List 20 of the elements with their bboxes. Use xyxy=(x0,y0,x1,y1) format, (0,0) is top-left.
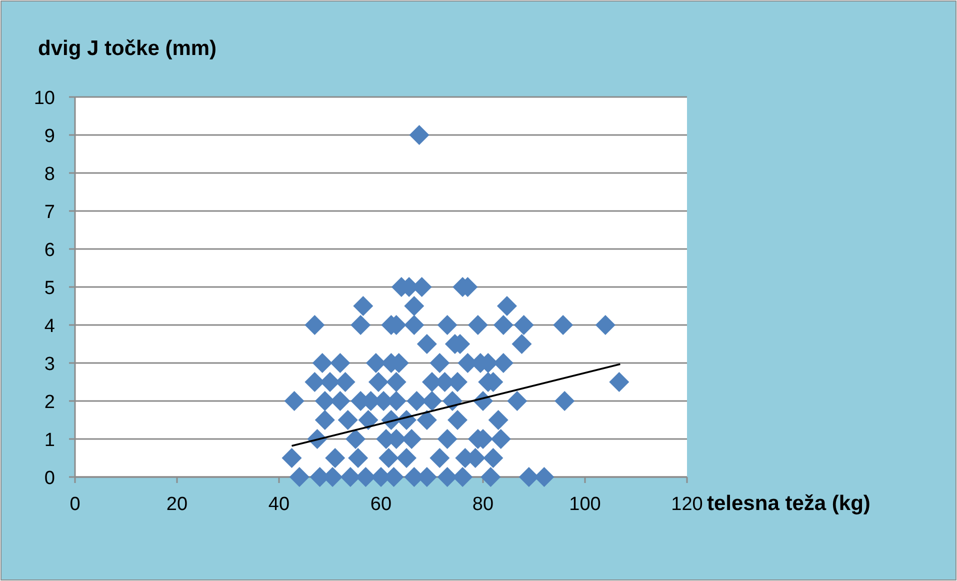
y-tick-label: 4 xyxy=(44,316,56,337)
y-tick-label: 6 xyxy=(44,240,55,261)
y-tick-label: 8 xyxy=(44,164,55,185)
y-tick-label: 0 xyxy=(44,468,55,489)
y-tick-label: 5 xyxy=(44,278,55,299)
y-tick-label: 10 xyxy=(34,88,55,109)
y-tick-label: 2 xyxy=(44,392,55,413)
y-tick-label: 7 xyxy=(44,202,55,223)
x-tick-label: 60 xyxy=(370,494,392,515)
chart-title: dvig J točke (mm) xyxy=(38,37,217,60)
x-tick-label: 80 xyxy=(472,494,494,515)
y-tick-label: 1 xyxy=(44,430,55,451)
x-tick-label: 0 xyxy=(70,494,80,515)
x-tick-label: 120 xyxy=(671,494,703,515)
y-tick-label: 3 xyxy=(44,354,55,375)
x-axis-title: telesna teža (kg) xyxy=(707,492,870,515)
y-tick-label: 9 xyxy=(44,126,55,147)
x-tick-label: 100 xyxy=(569,494,601,515)
x-tick-label: 40 xyxy=(268,494,290,515)
x-tick-label: 20 xyxy=(166,494,188,515)
